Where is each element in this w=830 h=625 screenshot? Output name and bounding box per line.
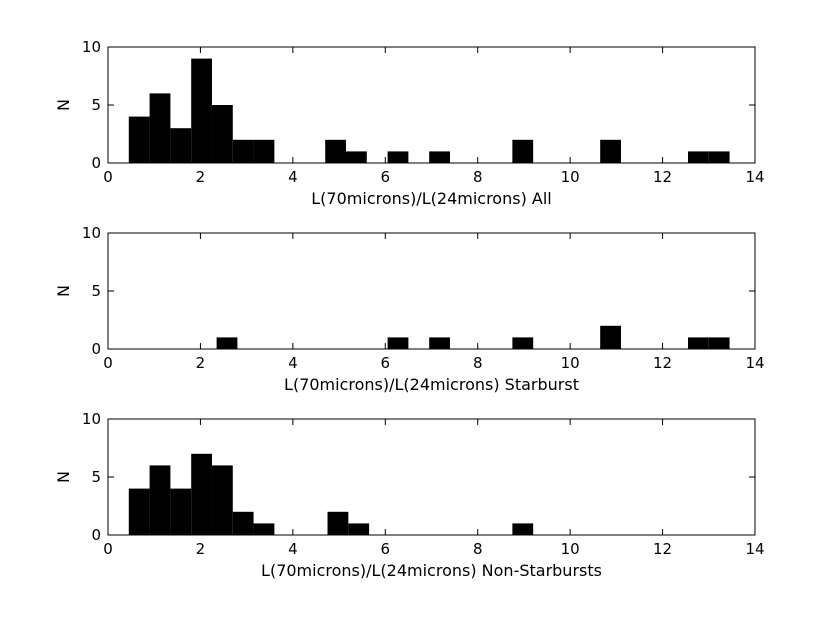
x-tick-label: 2 [196,168,206,186]
axes-frame [107,232,756,350]
x-tick-label: 14 [745,540,764,558]
histogram-bar [170,488,192,535]
y-axis-label: N [54,99,73,111]
x-tick-label: 14 [745,168,764,186]
x-tick-label: 6 [381,540,391,558]
x-tick-label: 12 [653,540,672,558]
histogram-bar [232,511,254,535]
y-axis-label: N [54,285,73,297]
x-tick-label: 10 [561,354,580,372]
histogram-bar [387,151,409,163]
histogram-panel-1: 0 2 4 6 8 10 12 14 0 5 10 L(70microns)/L(24microns)… [54,38,765,208]
histogram-bar [253,523,275,535]
histogram-panel-2: 0 2 4 6 8 10 12 14 0 5 10 L(70microns)/L(24microns)… [54,224,765,394]
x-tick-label: 10 [561,168,580,186]
x-tick-label: 4 [288,354,298,372]
y-tick-label: 10 [82,410,101,428]
histogram-bar [600,139,621,163]
x-tick-label: 8 [473,168,483,186]
histogram-bar [128,116,150,163]
y-tick-label: 5 [91,468,101,486]
x-tick-label: 4 [288,168,298,186]
histogram-bar [149,93,171,163]
histogram-bar [232,139,254,163]
x-tick-label: 4 [288,540,298,558]
histogram-bar [191,58,212,163]
histogram-bar [687,337,709,349]
y-tick-label: 5 [91,282,101,300]
histogram-bar [327,511,349,535]
histogram-panel-3: 0 2 4 6 8 10 12 14 0 5 10 L(70microns)/L(24microns)… [54,410,765,580]
histogram-bar [708,151,730,163]
histogram-bar [687,151,709,163]
histogram-bar [429,151,450,163]
x-tick-label: 8 [473,540,483,558]
histogram-bar [128,488,150,535]
histogram-bar [708,337,730,349]
histogram-bar [211,105,233,163]
histogram-bar [348,523,370,535]
histogram-bar [170,128,192,163]
x-tick-label: 0 [103,168,113,186]
y-tick-label: 10 [82,224,101,242]
x-axis-label: L(70microns)/L(24microns) Starburst [284,375,579,394]
y-tick-label: 0 [91,340,101,358]
histogram-bar [512,523,534,535]
histogram-bar [191,453,212,535]
histogram-bar [253,139,275,163]
histogram-bar [211,465,233,535]
y-tick-label: 0 [91,154,101,172]
x-tick-label: 14 [745,354,764,372]
x-tick-label: 6 [381,168,391,186]
histogram-bar [387,337,409,349]
x-tick-label: 10 [561,540,580,558]
x-tick-label: 8 [473,354,483,372]
x-axis-label: L(70microns)/L(24microns) Non-Starbursts [261,561,602,580]
x-tick-label: 2 [196,354,206,372]
histogram-bar [512,139,534,163]
histogram-bar [429,337,450,349]
x-tick-label: 0 [103,540,113,558]
y-tick-label: 10 [82,38,101,56]
x-tick-label: 0 [103,354,113,372]
x-tick-label: 12 [653,168,672,186]
histogram-bar [512,337,534,349]
x-tick-label: 2 [196,540,206,558]
histogram-bar [346,151,367,163]
x-tick-label: 6 [381,354,391,372]
histogram-bar [149,465,171,535]
y-tick-label: 5 [91,96,101,114]
histogram-bar [216,337,238,349]
x-tick-label: 12 [653,354,672,372]
histogram-bar [600,325,621,349]
histogram-bar [325,139,347,163]
y-tick-label: 0 [91,526,101,544]
x-axis-label: L(70microns)/L(24microns) All [311,189,551,208]
y-axis-label: N [54,471,73,483]
